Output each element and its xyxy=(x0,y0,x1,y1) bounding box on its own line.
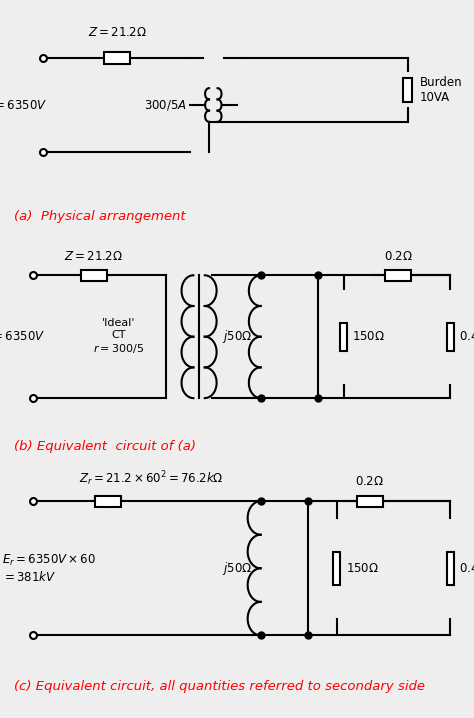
Bar xyxy=(356,495,383,507)
Text: $Z = 21.2\Omega$: $Z = 21.2\Omega$ xyxy=(64,250,123,263)
Text: $0.4\Omega$: $0.4\Omega$ xyxy=(459,330,474,343)
Bar xyxy=(385,270,411,281)
Text: $0.2\Omega$: $0.2\Omega$ xyxy=(356,475,384,488)
Text: (a)  Physical arrangement: (a) Physical arrangement xyxy=(14,210,186,223)
Text: Burden
10VA: Burden 10VA xyxy=(419,76,462,104)
Text: (c) Equivalent circuit, all quantities referred to secondary side: (c) Equivalent circuit, all quantities r… xyxy=(14,681,425,694)
Text: $E = 6350V$: $E = 6350V$ xyxy=(0,98,48,111)
Bar xyxy=(447,551,454,585)
Bar xyxy=(95,495,121,507)
Text: $j50\Omega$: $j50\Omega$ xyxy=(222,560,252,577)
Text: $E_r = 6350V \times 60$
$= 381kV$: $E_r = 6350V \times 60$ $= 381kV$ xyxy=(2,553,96,584)
Bar xyxy=(340,322,347,351)
Text: $E = 6350V$: $E = 6350V$ xyxy=(0,330,46,343)
Text: $0.4\Omega$: $0.4\Omega$ xyxy=(459,561,474,575)
Text: $150\Omega$: $150\Omega$ xyxy=(346,561,379,575)
Text: $0.2\Omega$: $0.2\Omega$ xyxy=(384,250,412,263)
Text: $150\Omega$: $150\Omega$ xyxy=(352,330,385,343)
Bar xyxy=(333,551,340,585)
Bar xyxy=(104,52,130,64)
Text: (b) Equivalent  circuit of (a): (b) Equivalent circuit of (a) xyxy=(14,440,196,453)
Bar xyxy=(81,270,107,281)
Text: 'Ideal'
CT
$r = 300/5$: 'Ideal' CT $r = 300/5$ xyxy=(93,318,144,355)
Text: $Z_r = 21.2 \times 60^2 = 76.2k\Omega$: $Z_r = 21.2 \times 60^2 = 76.2k\Omega$ xyxy=(80,469,224,488)
Bar xyxy=(447,322,454,351)
Text: $300/5A$: $300/5A$ xyxy=(145,98,187,112)
Bar xyxy=(403,78,412,102)
Text: $Z = 21.2\Omega$: $Z = 21.2\Omega$ xyxy=(88,26,147,39)
Text: $j50\Omega$: $j50\Omega$ xyxy=(222,328,252,345)
